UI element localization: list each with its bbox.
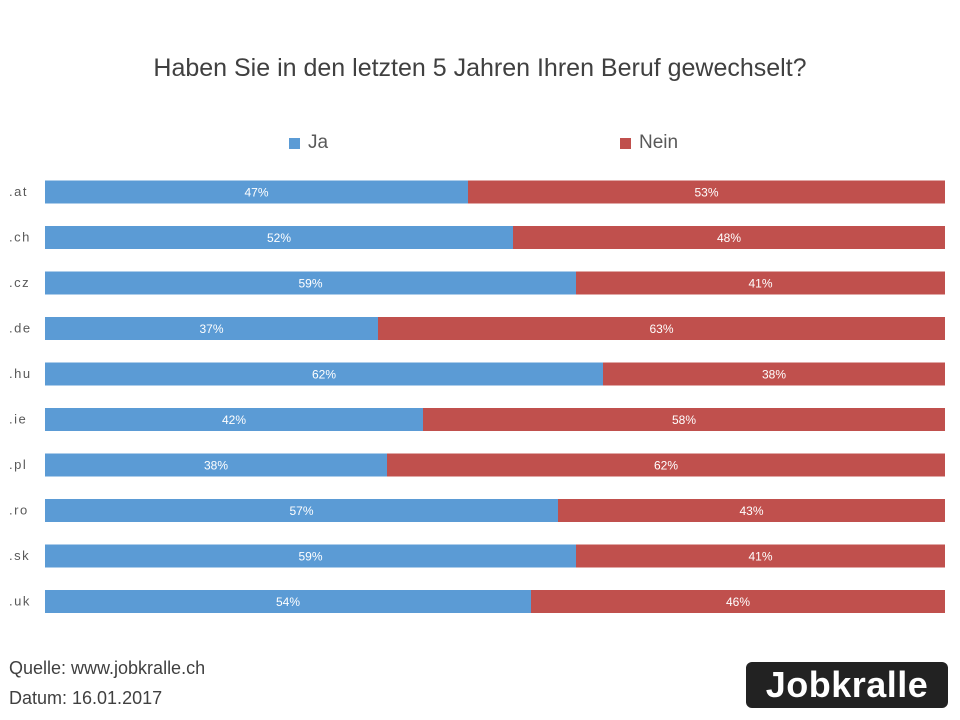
footer-source: Quelle: www.jobkralle.ch bbox=[9, 658, 206, 678]
data-label: 53% bbox=[694, 186, 718, 200]
legend-label-ja: Ja bbox=[308, 132, 329, 153]
bar-ja bbox=[45, 362, 603, 386]
category-label: .ie bbox=[9, 412, 27, 427]
bar-nein bbox=[558, 499, 945, 522]
bar-nein bbox=[513, 226, 945, 249]
data-label: 41% bbox=[748, 277, 772, 291]
bar-ja bbox=[45, 226, 513, 249]
data-label: 57% bbox=[289, 504, 313, 518]
category-label: .sk bbox=[9, 548, 30, 563]
legend-label-nein: Nein bbox=[639, 132, 679, 153]
bar-nein bbox=[423, 408, 945, 431]
legend-swatch-ja bbox=[289, 137, 300, 149]
category-label: .at bbox=[9, 184, 28, 199]
bar-ja bbox=[45, 499, 558, 522]
category-label: .ro bbox=[9, 503, 29, 518]
category-label: .pl bbox=[9, 457, 27, 472]
data-label: 46% bbox=[726, 595, 750, 609]
legend-item-ja: Ja bbox=[289, 132, 328, 154]
legend: Ja Nein bbox=[0, 132, 960, 156]
bar-nein bbox=[531, 590, 945, 613]
chart-title: Haben Sie in den letzten 5 Jahren Ihren … bbox=[153, 54, 807, 82]
legend-swatch-nein bbox=[620, 137, 631, 149]
data-label: 62% bbox=[654, 459, 678, 473]
category-label: .de bbox=[9, 321, 32, 336]
category-label: .hu bbox=[9, 366, 32, 381]
data-label: 59% bbox=[298, 550, 322, 564]
data-label: 41% bbox=[748, 550, 772, 564]
data-label: 52% bbox=[267, 231, 291, 245]
footer-date: Datum: 16.01.2017 bbox=[9, 688, 163, 708]
category-label: .ch bbox=[9, 230, 31, 245]
bar-nein bbox=[468, 180, 945, 204]
data-label: 43% bbox=[739, 504, 763, 518]
bar-nein bbox=[378, 317, 945, 340]
data-label: 62% bbox=[312, 368, 336, 382]
bar-nein bbox=[387, 453, 945, 477]
bar-ja bbox=[45, 317, 378, 340]
data-label: 38% bbox=[762, 368, 786, 382]
bar-nein bbox=[603, 362, 945, 386]
bar-nein bbox=[576, 544, 945, 568]
data-label: 58% bbox=[672, 413, 696, 427]
data-label: 47% bbox=[244, 186, 268, 200]
data-label: 37% bbox=[199, 322, 223, 336]
bar-ja bbox=[45, 271, 576, 295]
legend-item-nein: Nein bbox=[620, 132, 678, 154]
category-label: .uk bbox=[9, 594, 31, 609]
bar-ja bbox=[45, 180, 468, 204]
data-label: 54% bbox=[276, 595, 300, 609]
bar-ja bbox=[45, 453, 387, 477]
bar-ja bbox=[45, 590, 531, 613]
bar-chart: .at 47% 53% .ch 52% 48% .cz 59% 41% .de 37% 63% .hu 6… bbox=[9, 180, 945, 613]
data-label: 63% bbox=[649, 322, 673, 336]
data-label: 59% bbox=[298, 277, 322, 291]
bar-ja bbox=[45, 544, 576, 568]
bar-ja bbox=[45, 408, 423, 431]
data-label: 48% bbox=[717, 231, 741, 245]
jobkralle-logo: Jobkralle bbox=[746, 662, 948, 708]
data-label: 42% bbox=[222, 413, 246, 427]
data-label: 38% bbox=[204, 459, 228, 473]
bar-nein bbox=[576, 271, 945, 295]
category-label: .cz bbox=[9, 275, 30, 290]
